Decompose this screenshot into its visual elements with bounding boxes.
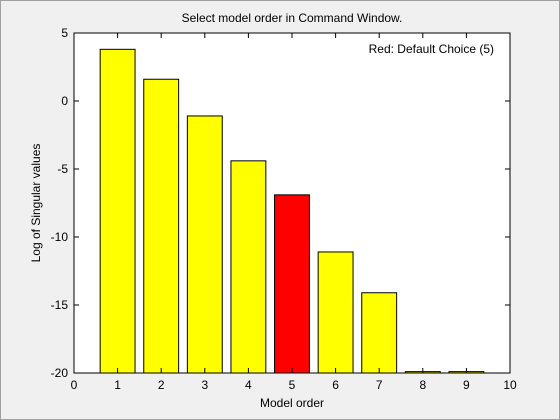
x-ticks-group: 0 1 2 3 4 5 6 7 8 9 10 bbox=[71, 33, 517, 392]
x-tick-label: 3 bbox=[201, 378, 208, 392]
bar-order-3 bbox=[186, 115, 223, 374]
y-tick-label: 5 bbox=[61, 26, 68, 40]
bar-order-1 bbox=[99, 48, 136, 374]
bar-order-4 bbox=[230, 160, 267, 374]
x-tick-label: 1 bbox=[114, 378, 121, 392]
x-tick-label: 5 bbox=[289, 378, 296, 392]
y-axis-label: Log of Singular values bbox=[29, 144, 43, 263]
bar-order-2 bbox=[143, 78, 180, 374]
axes-box bbox=[73, 32, 511, 374]
x-tick-label: 10 bbox=[503, 378, 517, 392]
x-tick-label: 8 bbox=[419, 378, 426, 392]
y-tick-label: -20 bbox=[51, 366, 69, 380]
bar-order-5 bbox=[274, 194, 310, 374]
x-tick-label: 4 bbox=[245, 378, 252, 392]
default-choice-annotation: Red: Default Choice (5) bbox=[369, 42, 494, 56]
bar-order-6 bbox=[317, 251, 354, 374]
x-tick-label: 9 bbox=[463, 378, 470, 392]
x-tick-label: 0 bbox=[71, 378, 78, 392]
x-tick-label: 7 bbox=[376, 378, 383, 392]
chart-title: Select model order in Command Window. bbox=[182, 11, 403, 25]
y-tick-label: -10 bbox=[51, 230, 69, 244]
x-tick-label: 6 bbox=[332, 378, 339, 392]
y-tick-label: -15 bbox=[51, 298, 69, 312]
x-axis-label: Model order bbox=[260, 396, 324, 410]
bar-order-7 bbox=[361, 292, 398, 374]
y-tick-label: -5 bbox=[57, 162, 68, 176]
y-tick-label: 0 bbox=[61, 94, 68, 108]
bars-group bbox=[99, 48, 485, 374]
x-tick-label: 2 bbox=[158, 378, 165, 392]
